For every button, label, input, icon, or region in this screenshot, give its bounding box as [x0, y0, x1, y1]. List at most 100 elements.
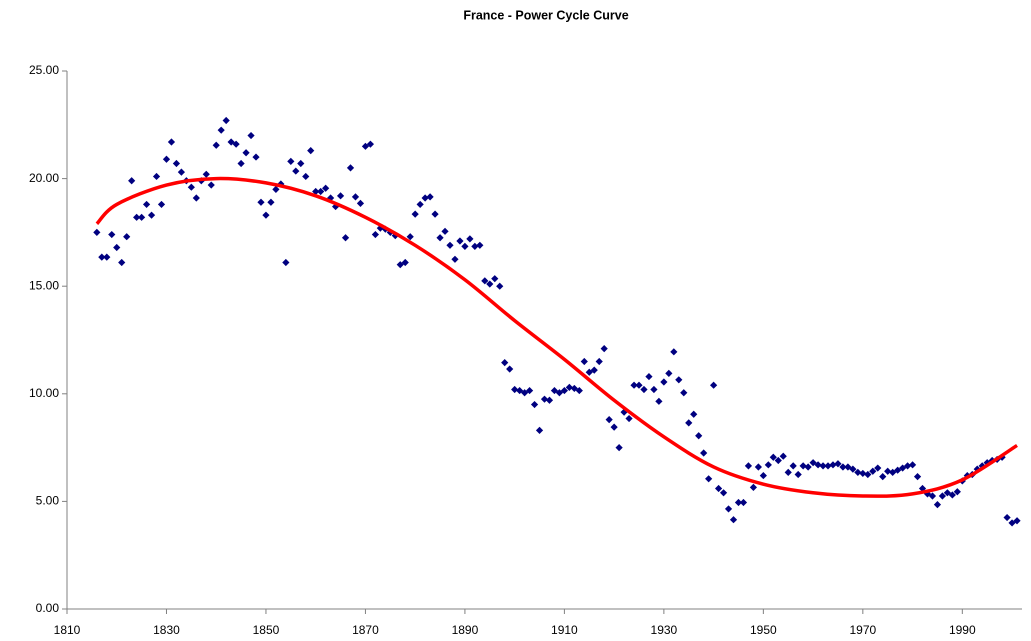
data-point	[724, 505, 733, 513]
data-point	[804, 463, 812, 471]
data-point	[123, 233, 131, 241]
data-point	[496, 282, 504, 290]
x-tick-label: 1910	[551, 623, 578, 637]
data-point	[744, 462, 753, 470]
data-point	[133, 213, 141, 221]
data-point	[894, 466, 902, 474]
data-point	[451, 255, 459, 263]
y-tick-label: 5.00	[36, 494, 60, 508]
data-point	[172, 159, 181, 168]
data-point	[913, 473, 922, 481]
data-point	[789, 462, 797, 470]
data-point	[710, 381, 718, 389]
data-point	[162, 155, 171, 163]
data-point	[610, 423, 618, 431]
data-point	[754, 463, 762, 471]
data-point	[794, 470, 802, 479]
data-point	[416, 200, 424, 209]
data-point	[933, 501, 942, 509]
data-point	[834, 460, 842, 468]
data-point	[585, 368, 593, 376]
data-point	[187, 183, 195, 191]
data-point	[600, 345, 608, 353]
data-point	[177, 168, 186, 176]
data-point	[232, 140, 240, 148]
data-point	[869, 467, 877, 475]
data-point	[650, 385, 658, 394]
data-point	[590, 366, 598, 374]
data-point	[580, 357, 588, 366]
data-point	[844, 463, 852, 471]
data-point	[366, 140, 375, 148]
data-point	[476, 241, 484, 249]
x-tick-label: 1890	[452, 623, 479, 637]
data-point	[700, 449, 708, 457]
data-point	[774, 456, 782, 465]
data-point	[471, 242, 479, 250]
data-point	[252, 153, 260, 161]
data-point	[142, 200, 151, 209]
data-point	[660, 378, 668, 386]
data-point	[401, 258, 409, 267]
data-point	[769, 453, 777, 461]
data-point	[481, 277, 489, 285]
data-point	[620, 408, 628, 416]
data-point	[103, 253, 111, 261]
data-point	[207, 181, 215, 189]
data-point	[317, 187, 325, 196]
data-point	[466, 235, 474, 243]
data-point	[411, 210, 419, 218]
chart-title: France - Power Cycle Curve	[463, 8, 628, 22]
x-tick-label: 1810	[54, 623, 81, 637]
data-point	[192, 194, 200, 202]
data-point	[928, 492, 937, 500]
data-point	[645, 372, 653, 381]
data-point	[545, 396, 554, 404]
data-point	[690, 410, 698, 418]
data-point	[1008, 519, 1016, 527]
data-point	[814, 461, 822, 469]
data-point	[799, 462, 807, 470]
data-point	[625, 414, 633, 423]
data-point	[336, 192, 345, 200]
data-point	[506, 365, 514, 373]
data-point	[486, 280, 494, 288]
data-point	[257, 198, 265, 206]
x-tick-label: 1930	[651, 623, 678, 637]
data-point	[849, 465, 857, 473]
data-point	[640, 385, 648, 394]
data-point	[128, 177, 136, 185]
data-point	[655, 397, 663, 405]
data-point	[341, 234, 350, 242]
data-point	[212, 141, 220, 149]
data-point	[222, 116, 230, 125]
data-point	[540, 395, 549, 403]
x-tick-label: 1870	[352, 623, 379, 637]
data-point	[889, 468, 897, 476]
data-point	[938, 492, 947, 500]
data-point	[903, 462, 912, 470]
data-point	[739, 498, 748, 507]
data-point	[824, 462, 832, 470]
data-point	[351, 193, 360, 201]
data-point	[759, 471, 767, 480]
data-point	[501, 358, 509, 367]
data-point	[819, 462, 827, 470]
data-point	[734, 498, 743, 507]
y-tick-label: 25.00	[29, 63, 59, 77]
data-point	[784, 468, 792, 476]
data-point	[714, 484, 723, 493]
data-point	[322, 184, 330, 192]
data-point	[138, 213, 146, 221]
data-point	[446, 241, 454, 249]
data-point	[918, 484, 927, 493]
data-point	[307, 147, 315, 155]
data-point	[680, 389, 688, 397]
data-point	[864, 470, 872, 479]
x-tick-label: 1850	[253, 623, 280, 637]
data-point	[859, 469, 867, 478]
data-point	[575, 386, 583, 395]
data-point	[217, 126, 225, 134]
data-point	[292, 167, 300, 175]
